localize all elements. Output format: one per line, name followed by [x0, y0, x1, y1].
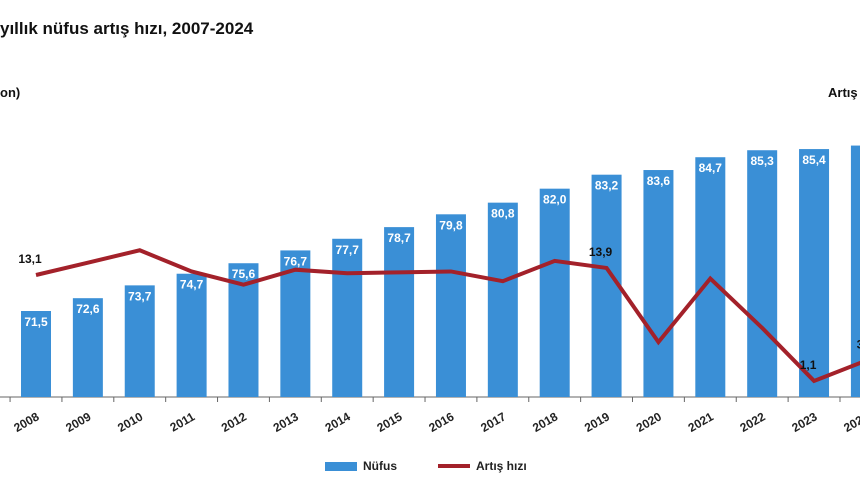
x-tick-label-2018: 2018: [530, 409, 560, 435]
bar-2010: [124, 285, 155, 397]
legend-line-label: Artış hızı: [476, 459, 527, 473]
bar-2008: [21, 311, 51, 397]
bar-label-2013: 76,7: [284, 254, 308, 268]
legend-item-bars: Nüfus: [325, 459, 397, 473]
left-axis-label: on): [0, 85, 21, 100]
x-tick-label-2015: 2015: [374, 409, 404, 435]
x-tick-label-2024: 2024: [841, 409, 860, 435]
bar-label-2014: 77,7: [336, 243, 360, 257]
bar-2023: [799, 149, 830, 397]
bar-2015: [384, 227, 415, 397]
chart-title: yıllık nüfus artış hızı, 2007-2024: [0, 19, 254, 38]
x-tick-label-2011: 2011: [168, 409, 198, 434]
x-tick-label-2017: 2017: [478, 409, 508, 435]
bar-2014: [332, 238, 363, 397]
legend-item-line: Artış hızı: [438, 459, 527, 473]
bar-label-2021: 84,7: [699, 161, 723, 175]
x-tick-label-2021: 2021: [686, 409, 716, 435]
bar-2022: [747, 150, 778, 397]
x-tick-label-2020: 2020: [634, 409, 664, 435]
bar-label-2019: 83,2: [595, 179, 619, 193]
bar-2011: [176, 273, 207, 397]
bar-2024: [850, 145, 860, 397]
bar-2020: [643, 170, 674, 397]
x-tick-label-2014: 2014: [323, 409, 353, 435]
bar-label-2015: 78,7: [387, 231, 411, 245]
x-tick-label-2013: 2013: [271, 409, 301, 435]
legend-bars-label: Nüfus: [363, 459, 397, 473]
x-tick-label-2010: 2010: [115, 409, 145, 435]
x-tick-label-2009: 2009: [63, 409, 93, 435]
bar-label-2022: 85,3: [751, 154, 775, 168]
line-label-2019: 13,9: [589, 245, 613, 259]
bar-label-2023: 85,4: [802, 153, 826, 167]
x-tick-label-2019: 2019: [582, 409, 612, 435]
x-tick-label-2016: 2016: [426, 409, 456, 435]
x-tick-label-2012: 2012: [219, 409, 249, 435]
bar-2016: [435, 214, 466, 397]
bar-label-2016: 79,8: [439, 218, 463, 232]
line-label-2008: 13,1: [18, 252, 42, 266]
bar-label-2020: 83,6: [647, 174, 671, 188]
line-label-2024: 3: [857, 338, 860, 352]
bar-label-2011: 74,7: [180, 278, 204, 292]
line-label-2023: 1,1: [800, 358, 817, 372]
bar-2017: [487, 202, 518, 397]
x-tick-label-2023: 2023: [789, 409, 819, 435]
bar-label-2017: 80,8: [491, 207, 515, 221]
x-tick-label-2022: 2022: [738, 409, 768, 435]
legend-line-swatch: [438, 464, 470, 468]
bar-2009: [72, 298, 103, 397]
bar-2018: [539, 188, 570, 397]
legend-bar-swatch: [325, 461, 357, 471]
bar-2013: [280, 250, 311, 397]
x-tick-label-2008: 2008: [11, 409, 41, 435]
bar-label-2018: 82,0: [543, 193, 567, 207]
right-axis-label: Artış: [828, 85, 858, 100]
bar-2019: [591, 174, 622, 397]
bar-label-2008: 71,5: [24, 315, 48, 329]
bar-label-2012: 75,6: [232, 267, 256, 281]
bar-label-2009: 72,6: [76, 302, 100, 316]
bar-label-2010: 73,7: [128, 289, 152, 303]
